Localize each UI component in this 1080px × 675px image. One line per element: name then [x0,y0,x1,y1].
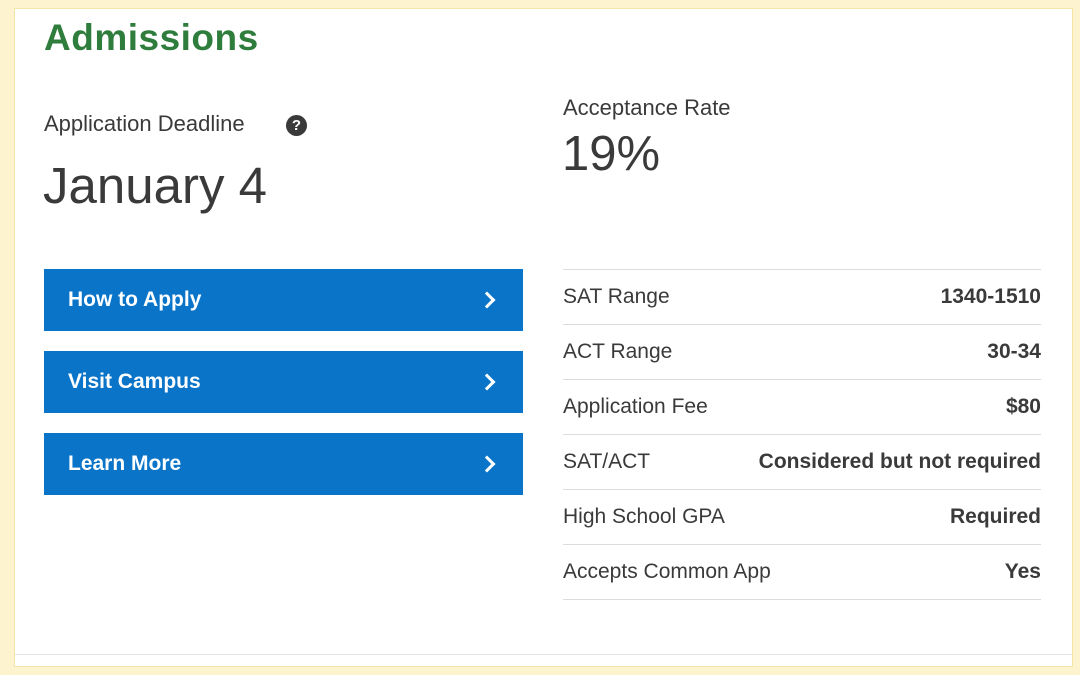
stat-label: ACT Range [563,340,673,363]
application-deadline-label: Application Deadline [44,111,245,136]
stat-row-application-fee: Application Fee $80 [563,380,1041,435]
stat-label: High School GPA [563,505,725,528]
stat-label: SAT/ACT [563,450,651,473]
admissions-stats-list: SAT Range 1340-1510 ACT Range 30-34 Appl… [563,269,1041,600]
stat-row-sat-act: SAT/ACT Considered but not required [563,435,1041,490]
stat-value: $80 [1005,395,1041,418]
stat-value: 1340-1510 [940,285,1041,308]
stat-row-high-school-gpa: High School GPA Required [563,490,1041,545]
question-circle-icon[interactable]: ? [286,115,307,136]
application-deadline-value: January 4 [43,157,267,214]
button-label: Learn More [68,452,182,475]
section-title: Admissions [44,17,259,58]
how-to-apply-button[interactable]: How to Apply [44,269,523,331]
button-label: Visit Campus [68,370,201,393]
stat-value: 30-34 [987,340,1041,363]
stat-value: Considered but not required [758,450,1041,473]
stat-row-accepts-common-app: Accepts Common App Yes [563,545,1041,600]
chevron-right-icon [478,455,496,473]
stat-label: Application Fee [563,395,708,418]
stat-row-sat-range: SAT Range 1340-1510 [563,270,1041,325]
stat-label: Accepts Common App [563,560,771,583]
chevron-right-icon [478,291,496,309]
admissions-card: Admissions Application Deadline ? Januar… [14,8,1073,667]
bottom-divider [15,654,1072,655]
stat-value: Required [949,505,1041,528]
chevron-right-icon [478,373,496,391]
learn-more-button[interactable]: Learn More [44,433,523,495]
stat-value: Yes [1004,560,1041,583]
acceptance-rate-value: 19% [562,127,661,181]
button-label: How to Apply [68,288,202,311]
stat-label: SAT Range [563,285,670,308]
acceptance-rate-label: Acceptance Rate [563,95,731,120]
stat-row-act-range: ACT Range 30-34 [563,325,1041,380]
visit-campus-button[interactable]: Visit Campus [44,351,523,413]
